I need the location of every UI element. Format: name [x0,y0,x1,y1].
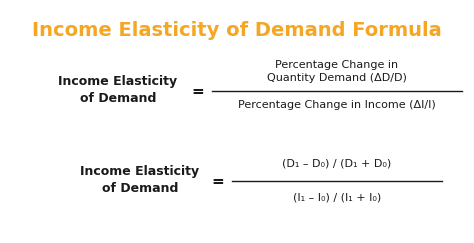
Text: (D₁ – D₀) / (D₁ + D₀): (D₁ – D₀) / (D₁ + D₀) [283,158,392,168]
Text: =: = [191,84,204,98]
Text: Quantity Demand (ΔD/D): Quantity Demand (ΔD/D) [267,73,407,83]
Text: =: = [211,174,224,189]
Text: Income Elasticity of Demand Formula: Income Elasticity of Demand Formula [32,21,442,40]
Text: (I₁ – I₀) / (I₁ + I₀): (I₁ – I₀) / (I₁ + I₀) [293,192,381,202]
Text: Income Elasticity: Income Elasticity [58,75,178,87]
Text: Percentage Change in: Percentage Change in [275,60,399,70]
Text: Income Elasticity: Income Elasticity [81,165,200,177]
Text: of Demand: of Demand [80,93,156,105]
Text: of Demand: of Demand [102,182,178,196]
Text: Percentage Change in Income (ΔI/I): Percentage Change in Income (ΔI/I) [238,100,436,110]
